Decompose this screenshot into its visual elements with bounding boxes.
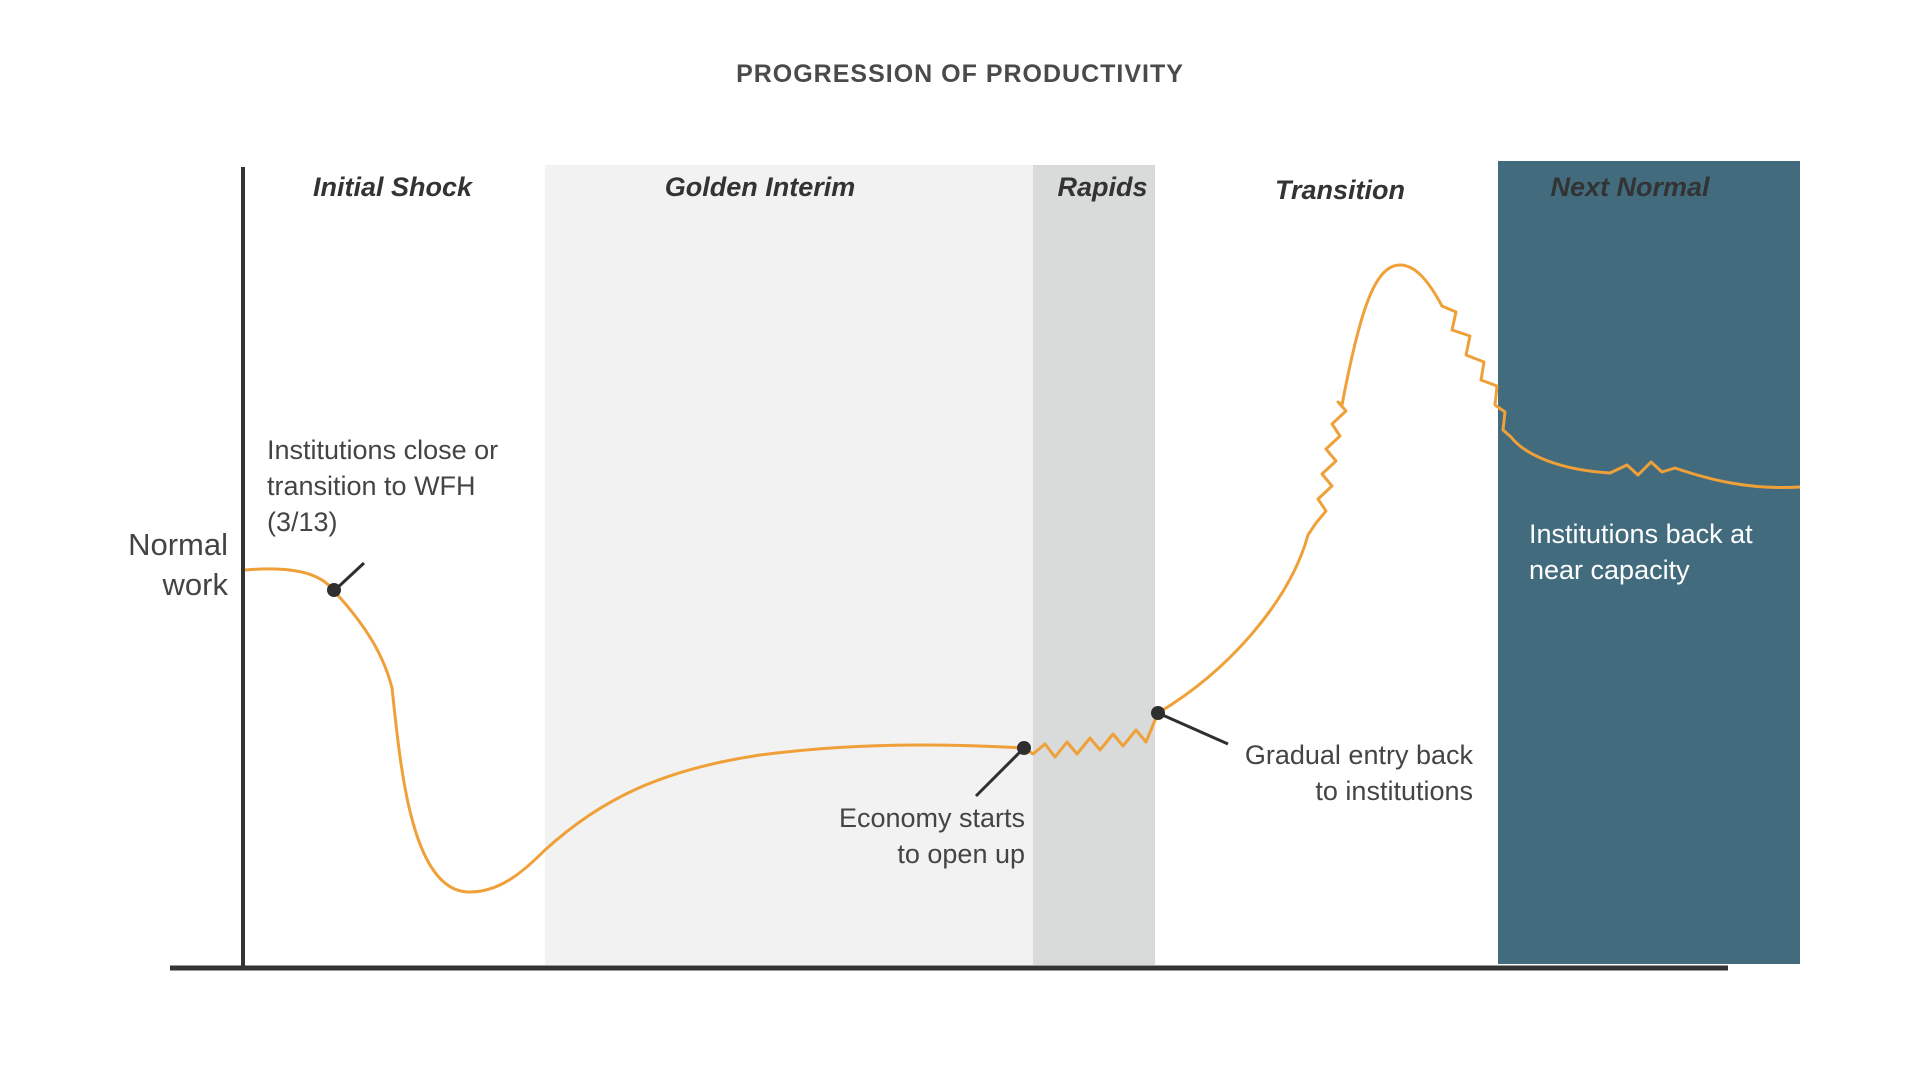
annotation-gradual-entry: Gradual entry back to institutions [1205,737,1473,809]
annotation-line: to open up [897,839,1025,869]
annotation-line: near capacity [1529,555,1690,585]
leader-gradual-entry [1157,711,1229,746]
productivity-curve [244,263,1801,894]
y-axis-label-line: work [162,567,228,602]
marker-economy-opens [1017,741,1031,755]
phase-label-initial-shock: Initial Shock [312,172,473,202]
annotation-line: to institutions [1315,776,1473,806]
leader-economy-opens [974,746,1026,798]
phase-label-transition: Transition [1274,175,1406,205]
annotation-line: Institutions close or [267,435,499,465]
annotation-back-capacity: Institutions back at near capacity [1529,516,1789,588]
annotation-line: Institutions back at [1529,519,1753,549]
band-golden-interim [545,165,1033,965]
band-rapids [1033,165,1155,965]
diagram-title: PROGRESSION OF PRODUCTIVITY [736,60,1184,88]
marker-gradual-entry [1151,706,1165,720]
annotation-line: (3/13) [267,507,338,537]
annotation-institutions-close: Institutions close or transition to WFH … [267,432,567,540]
phase-label-rapids: Rapids [1057,172,1148,202]
annotation-line: Economy starts [838,803,1025,833]
annotation-economy-opens: Economy starts to open up [785,800,1025,872]
leader-institutions-close [333,561,366,592]
band-next-normal [1498,161,1800,964]
y-axis-label: Normal work [100,525,228,605]
phase-label-next-normal: Next Normal [1550,172,1710,202]
phase-label-golden-interim: Golden Interim [664,172,856,202]
annotation-line: transition to WFH [267,471,476,501]
marker-institutions-close [327,583,341,597]
y-axis-label-line: Normal [128,527,228,562]
annotation-line: Gradual entry back [1244,740,1473,770]
